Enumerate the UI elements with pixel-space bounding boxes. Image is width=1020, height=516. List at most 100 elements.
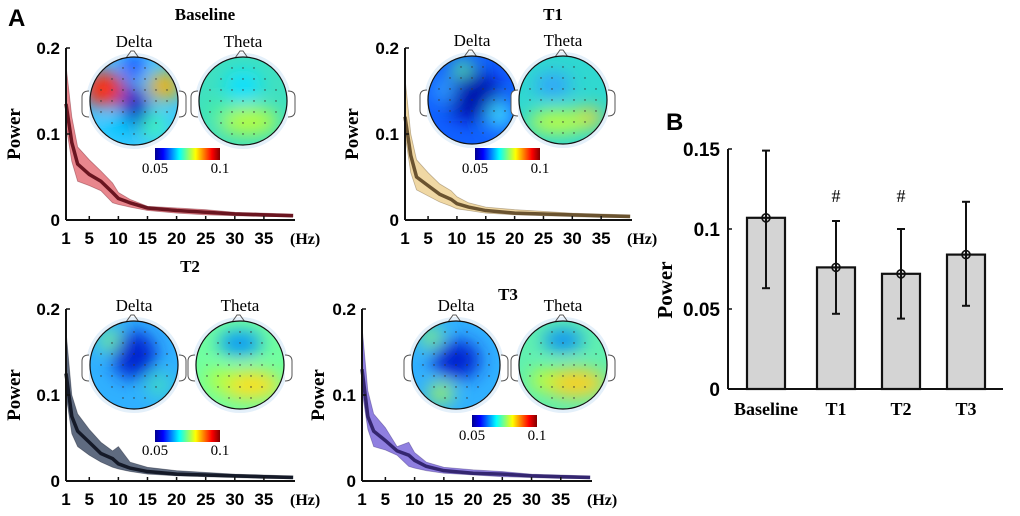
y-axis-label: Power <box>653 261 677 318</box>
electrode-dot <box>529 364 531 366</box>
electrode-dot <box>100 100 102 102</box>
electrode-dot <box>460 77 462 79</box>
electrode-dot <box>471 99 473 101</box>
right-ear-icon <box>178 90 187 118</box>
electrode-dot <box>250 386 252 388</box>
electrode-dot <box>250 375 252 377</box>
x-tick-label: 1 <box>400 229 409 248</box>
electrode-dot <box>573 331 575 333</box>
electrode-dot <box>166 111 168 113</box>
x-tick-label: 25 <box>493 490 512 509</box>
electrode-dot <box>573 66 575 68</box>
panel-title: T1 <box>543 5 563 24</box>
electrode-dot <box>460 132 462 134</box>
topomap-blob <box>432 78 456 102</box>
electrode-dot <box>455 375 457 377</box>
electrode-dot <box>220 111 222 113</box>
topomap-blob <box>535 73 571 97</box>
electrode-dot <box>584 88 586 90</box>
electrode-dot <box>242 111 244 113</box>
electrode-dot <box>444 331 446 333</box>
colorbar <box>475 148 540 160</box>
electrode-dot <box>444 342 446 344</box>
x-tick-label: 30 <box>563 229 582 248</box>
theta-label: Theta <box>544 31 583 50</box>
electrode-dot <box>122 353 124 355</box>
electrode-dot <box>122 67 124 69</box>
x-tick-label: T1 <box>825 399 846 419</box>
left-ear-icon <box>510 354 519 382</box>
electrode-dot <box>433 386 435 388</box>
colorbar-min-label: 0.05 <box>142 443 168 459</box>
electrode-dot <box>217 375 219 377</box>
electrode-dot <box>155 122 157 124</box>
head-outline <box>518 320 608 410</box>
electrode-dot <box>239 353 241 355</box>
electrode-dot <box>551 66 553 68</box>
x-tick-label: 5 <box>85 229 94 248</box>
electrode-dot <box>422 375 424 377</box>
electrode-dot <box>422 364 424 366</box>
electrode-dot <box>261 375 263 377</box>
electrode-dot <box>482 88 484 90</box>
sd-band <box>404 78 631 218</box>
y-axis-label: Power <box>308 369 329 421</box>
electrode-dot <box>422 353 424 355</box>
electrode-dot <box>144 67 146 69</box>
y-tick-label: 0 <box>51 211 60 230</box>
nose-icon <box>554 49 569 58</box>
electrode-dot <box>242 122 244 124</box>
electrode-dot <box>460 99 462 101</box>
electrode-dot <box>562 375 564 377</box>
x-tick-label: 10 <box>109 490 128 509</box>
electrode-dot <box>488 353 490 355</box>
electrode-dot <box>155 375 157 377</box>
x-tick-label: 5 <box>423 229 432 248</box>
electrode-dot <box>217 364 219 366</box>
topomap-blob <box>147 373 171 397</box>
electrode-dot <box>133 397 135 399</box>
x-tick-label: 1 <box>61 229 70 248</box>
electrode-dot <box>111 386 113 388</box>
electrode-dot <box>433 353 435 355</box>
electrode-dot <box>493 77 495 79</box>
electrode-dot <box>122 133 124 135</box>
electrode-dot <box>166 100 168 102</box>
electrode-dot <box>551 386 553 388</box>
x-tick-label: 20 <box>167 490 186 509</box>
electrode-dot <box>228 331 230 333</box>
electrode-dot <box>122 397 124 399</box>
electrode-dot <box>573 342 575 344</box>
electrode-dot <box>144 386 146 388</box>
electrode-dot <box>242 100 244 102</box>
electrode-dot <box>573 110 575 112</box>
electrode-dot <box>264 122 266 124</box>
electrode-dot <box>275 89 277 91</box>
x-tick-label: 20 <box>505 229 524 248</box>
electrode-dot <box>133 375 135 377</box>
electrode-dot <box>253 122 255 124</box>
electrode-dot <box>562 353 564 355</box>
electrode-dot <box>573 375 575 377</box>
left-ear-icon <box>187 354 196 382</box>
x-tick-label: 35 <box>551 490 570 509</box>
panel-label-b: B <box>666 109 683 136</box>
electrode-dot <box>504 110 506 112</box>
electrode-dot <box>444 364 446 366</box>
electrode-dot <box>584 386 586 388</box>
electrode-dot <box>584 364 586 366</box>
electrode-dot <box>562 331 564 333</box>
right-ear-icon <box>284 354 293 382</box>
electrode-dot <box>133 89 135 91</box>
colorbar-min-label: 0.05 <box>459 428 485 444</box>
nose-icon <box>554 314 569 323</box>
electrode-dot <box>466 342 468 344</box>
x-tick-label: 5 <box>85 490 94 509</box>
colorbar-min-label: 0.05 <box>142 161 168 177</box>
electrode-dot <box>433 364 435 366</box>
right-ear-icon <box>178 354 187 382</box>
electrode-dot <box>540 99 542 101</box>
topomap-fill <box>519 56 607 144</box>
electrode-dot <box>144 397 146 399</box>
topomap-fill <box>412 321 500 409</box>
